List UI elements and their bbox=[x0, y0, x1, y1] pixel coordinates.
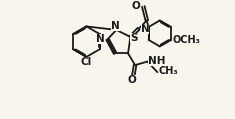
Text: O: O bbox=[128, 75, 137, 85]
Text: NH: NH bbox=[148, 56, 165, 66]
Text: N: N bbox=[96, 34, 105, 44]
Text: N: N bbox=[141, 24, 149, 34]
Text: N: N bbox=[111, 21, 120, 31]
Text: CH₃: CH₃ bbox=[159, 66, 178, 76]
Text: S: S bbox=[130, 33, 137, 43]
Text: OCH₃: OCH₃ bbox=[172, 35, 200, 45]
Text: Cl: Cl bbox=[81, 57, 92, 67]
Text: O: O bbox=[132, 1, 140, 11]
